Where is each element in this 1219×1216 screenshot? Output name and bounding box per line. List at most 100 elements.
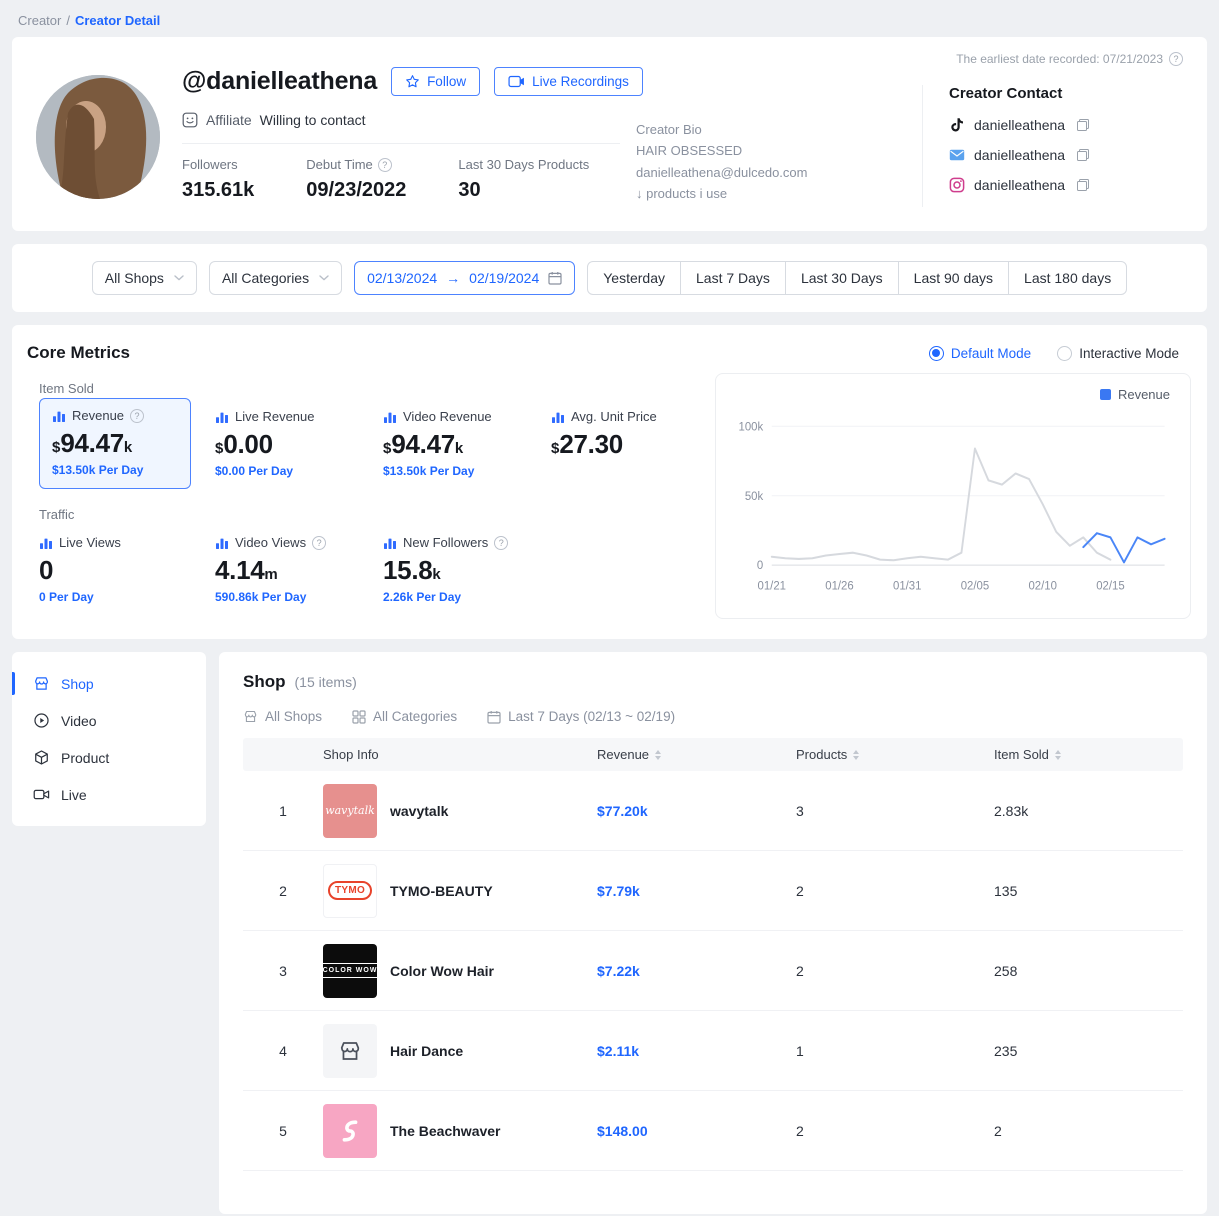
row-revenue: $7.79k xyxy=(597,882,640,899)
table-row[interactable]: 5 The Beachwaver $148.00 2 2 xyxy=(243,1091,1183,1171)
legend-label: Revenue xyxy=(1117,387,1170,402)
row-revenue: $7.22k xyxy=(597,962,640,979)
shop-name[interactable]: The Beachwaver xyxy=(390,1122,501,1139)
creator-bio-label: Creator Bio xyxy=(636,122,702,137)
nav-item-live[interactable]: Live xyxy=(12,776,206,813)
grid-icon xyxy=(352,710,366,724)
preset-last-7-days[interactable]: Last 7 Days xyxy=(680,261,786,295)
nav-item-product[interactable]: Product xyxy=(12,739,206,776)
table-row[interactable]: 1 wavytalk wavytalk $77.20k 3 2.83k xyxy=(243,771,1183,851)
metric-live-revenue[interactable]: Live Revenue $0.00 $0.00 Per Day xyxy=(215,398,383,489)
row-products: 2 xyxy=(796,962,804,979)
mode-switch: Default Mode Interactive Mode xyxy=(928,345,1179,361)
metric-avg-unit-price[interactable]: Avg. Unit Price $27.30 xyxy=(551,409,657,459)
copy-icon[interactable] xyxy=(1077,179,1090,191)
cube-icon xyxy=(33,749,50,766)
help-icon[interactable] xyxy=(312,535,327,550)
date-range-picker[interactable]: 02/13/2024 → 02/19/2024 xyxy=(354,261,576,295)
follow-label: Follow xyxy=(427,74,467,89)
metric-live-views[interactable]: Live Views 0 0 Per Day xyxy=(39,524,215,604)
col-item-sold-sort[interactable]: Item Sold xyxy=(994,747,1183,762)
preset-last-180-days[interactable]: Last 180 days xyxy=(1008,261,1128,295)
affiliate-label: Affiliate xyxy=(206,112,252,128)
storefront-placeholder-icon xyxy=(323,1023,377,1078)
shop-name[interactable]: Color Wow Hair xyxy=(390,962,494,979)
star-icon xyxy=(405,74,420,89)
preset-last-30-days[interactable]: Last 30 Days xyxy=(784,261,899,295)
chart-legend-item[interactable]: Revenue xyxy=(1099,387,1170,402)
row-rank: 2 xyxy=(279,882,287,899)
row-item-sold: 258 xyxy=(994,962,1018,979)
row-revenue: $148.00 xyxy=(597,1122,648,1139)
help-icon[interactable] xyxy=(1169,52,1183,66)
profile-card: The earliest date recorded: 07/21/2023 @… xyxy=(12,37,1207,231)
help-icon[interactable] xyxy=(377,157,392,172)
live-recordings-button[interactable]: Live Recordings xyxy=(494,67,643,96)
creator-contact-title: Creator Contact xyxy=(949,85,1063,102)
row-item-sold: 135 xyxy=(994,882,1018,899)
play-circle-icon xyxy=(33,712,50,729)
row-rank: 4 xyxy=(279,1042,287,1059)
live-views-per-day: 0 Per Day xyxy=(39,590,94,604)
metric-revenue[interactable]: Revenue $94.47k $13.50k Per Day xyxy=(39,398,191,489)
svg-text:02/10: 02/10 xyxy=(1028,578,1057,593)
interactive-mode-radio[interactable]: Interactive Mode xyxy=(1057,345,1179,361)
metric-video-revenue[interactable]: Video Revenue $94.47 k $13.50k Per Day xyxy=(383,398,551,489)
follow-button[interactable]: Follow xyxy=(391,67,481,96)
breadcrumb-creator[interactable]: Creator xyxy=(18,13,62,28)
creator-bio: Creator Bio HAIR OBSESSED danielleathena… xyxy=(636,119,922,207)
products-value: 30 xyxy=(458,179,481,201)
revenue-per-day: $13.50k Per Day xyxy=(52,463,144,477)
tymo-logo: TYMO xyxy=(323,863,377,918)
table-row[interactable]: 3 COLOR WOW Color Wow Hair $7.22k 2 258 xyxy=(243,931,1183,1011)
creator-handle: @danielleathena xyxy=(182,67,378,95)
avatar[interactable] xyxy=(36,75,160,199)
preset-last-90-days[interactable]: Last 90 days xyxy=(897,261,1010,295)
creator-stats: Followers 315.61k Debut Time 09/23/2022 … xyxy=(182,157,620,202)
nav-item-shop[interactable]: Shop xyxy=(12,665,206,702)
preset-yesterday[interactable]: Yesterday xyxy=(587,261,681,295)
help-icon[interactable] xyxy=(494,535,509,550)
copy-icon[interactable] xyxy=(1077,119,1090,131)
recording-camera-icon xyxy=(508,75,525,88)
col-revenue-sort[interactable]: Revenue xyxy=(597,747,796,762)
shop-name[interactable]: wavytalk xyxy=(390,802,449,819)
categories-select[interactable]: All Categories xyxy=(208,261,343,295)
chevron-down-icon xyxy=(174,275,184,281)
breadcrumb: Creator / Creator Detail xyxy=(0,0,1219,37)
filter-all-shops: All Shops xyxy=(243,709,322,724)
bar-chart-icon xyxy=(39,536,53,550)
table-header: Shop Info Revenue Products Item Sold xyxy=(243,738,1183,771)
wavytalk-logo: wavytalk xyxy=(323,783,377,838)
svg-text:01/26: 01/26 xyxy=(825,578,854,593)
date-end: 02/19/2024 xyxy=(469,270,540,286)
calendar-icon xyxy=(487,710,501,724)
copy-icon[interactable] xyxy=(1077,149,1090,161)
calendar-icon xyxy=(548,271,562,285)
color-wow-logo: COLOR WOW xyxy=(323,943,377,998)
bottom-section: Shop Video Product Live Shop (15 items) … xyxy=(12,652,1207,1214)
row-rank: 3 xyxy=(279,962,287,979)
bio-line: HAIR OBSESSED xyxy=(636,143,743,159)
nav-item-video[interactable]: Video xyxy=(12,702,206,739)
metric-new-followers[interactable]: New Followers 15.8k 2.26k Per Day xyxy=(383,524,695,604)
shops-select[interactable]: All Shops xyxy=(91,261,197,295)
metric-video-views[interactable]: Video Views 4.14m 590.86k Per Day xyxy=(215,524,383,604)
row-products: 2 xyxy=(796,1122,804,1139)
item-sold-label: Item Sold xyxy=(39,381,94,396)
table-row[interactable]: 2 TYMO TYMO-BEAUTY $7.79k 2 135 xyxy=(243,851,1183,931)
svg-text:50k: 50k xyxy=(745,488,763,503)
shop-panel: Shop (15 items) All Shops All Categories… xyxy=(219,652,1207,1214)
default-mode-radio[interactable]: Default Mode xyxy=(928,345,1031,361)
contact-instagram: danielleathena xyxy=(949,177,1190,193)
shop-name[interactable]: TYMO-BEAUTY xyxy=(390,882,493,899)
bar-chart-icon xyxy=(52,409,66,423)
beachwaver-logo xyxy=(323,1103,377,1158)
shop-name[interactable]: Hair Dance xyxy=(390,1042,464,1059)
table-row[interactable]: 4 Hair Dance $2.11k 1 235 xyxy=(243,1011,1183,1091)
bio-line: danielleathena@dulcedo.com xyxy=(636,164,808,180)
help-icon[interactable] xyxy=(130,408,145,423)
filter-all-categories: All Categories xyxy=(352,709,457,724)
col-products-sort[interactable]: Products xyxy=(796,747,994,762)
legend-swatch xyxy=(1099,389,1111,400)
